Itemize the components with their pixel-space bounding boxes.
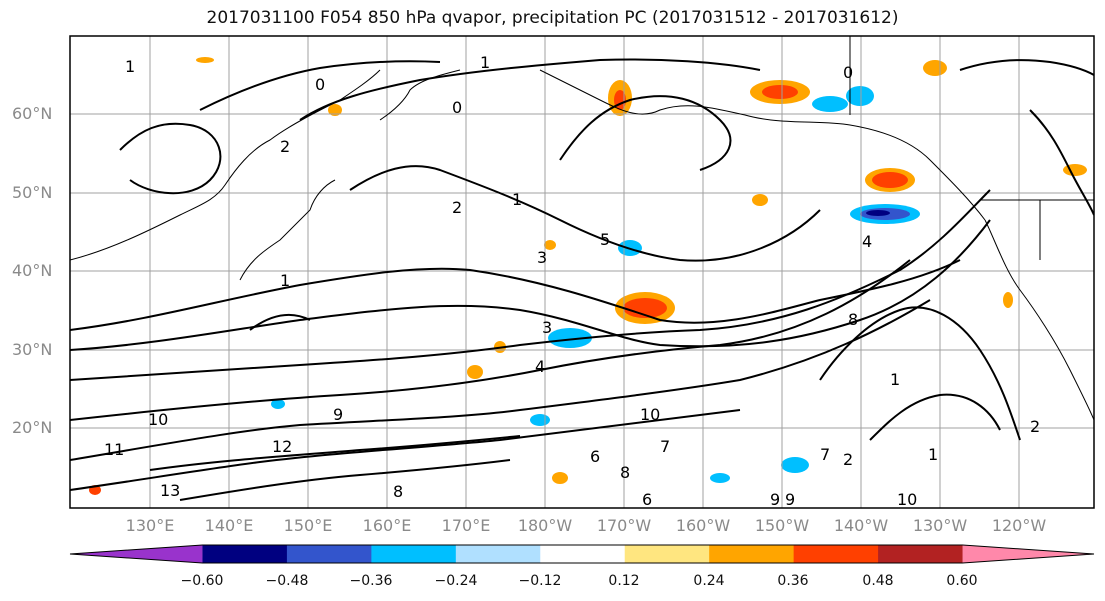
colorbar-segment	[709, 545, 795, 563]
lon-label-140w: 140°W	[833, 516, 889, 535]
contour-label: 1	[890, 370, 900, 389]
colorbar-tick: 0.60	[946, 573, 978, 589]
lon-label-170e: 170°E	[441, 516, 491, 535]
map-title: 2017031100 F054 850 hPa qvapor, precipit…	[206, 8, 899, 28]
contour-label: 1	[928, 445, 938, 464]
contour-label: 9	[770, 490, 780, 509]
colorbar-segment	[793, 545, 879, 563]
colorbar	[69, 544, 1095, 564]
contour-label: 10	[897, 490, 917, 509]
grid-lines	[70, 36, 1094, 508]
contour-label: 2	[1030, 417, 1040, 436]
qvapor-contours	[70, 58, 1094, 501]
contour-label: 4	[862, 232, 872, 251]
lon-label-140e: 140°E	[204, 516, 254, 535]
colorbar-segment	[624, 545, 710, 563]
colorbar-outline	[69, 544, 1095, 564]
contour-labels: 1 0 2 1 0 2 3 1 4 5 3 6 7 8 9 10 11 12 1…	[104, 53, 1040, 509]
colorbar-segment	[202, 545, 288, 563]
colorbar-tick: −0.24	[434, 573, 478, 589]
colorbar-segment	[878, 545, 964, 563]
colorbar-segment	[286, 545, 372, 563]
lon-label-130e: 130°E	[125, 516, 175, 535]
lat-label-20n: 20°N	[12, 418, 53, 437]
colorbar-tick: −0.48	[265, 573, 309, 589]
contour-label: 6	[590, 447, 600, 466]
contour-label: 10	[148, 410, 168, 429]
lat-label-40n: 40°N	[12, 261, 53, 280]
contour-label: 6	[642, 490, 652, 509]
contour-label: 5	[600, 230, 610, 249]
lat-label-30n: 30°N	[12, 340, 53, 359]
colorbar-tick: −0.36	[349, 573, 393, 589]
contour-label: 9	[333, 405, 343, 424]
contour-label: 7	[660, 437, 670, 456]
map-frame	[69, 35, 1095, 509]
contour-label: 8	[848, 310, 858, 329]
colorbar-segment	[540, 545, 626, 563]
contour-label: 11	[104, 440, 124, 459]
lon-label-180w: 180°W	[517, 516, 573, 535]
contour-label: 1	[125, 57, 135, 76]
colorbar-segment	[455, 545, 541, 563]
contour-label: 3	[542, 318, 552, 337]
contour-label: 8	[393, 482, 403, 501]
lon-label-150e: 150°E	[283, 516, 333, 535]
contour-label: 7	[820, 445, 830, 464]
lat-label-50n: 50°N	[12, 183, 53, 202]
contour-label: 4	[535, 357, 545, 376]
contour-label: 13	[160, 481, 180, 500]
lon-label-160w: 160°W	[675, 516, 731, 535]
contour-label: 8	[620, 463, 630, 482]
contour-label: 1	[480, 53, 490, 72]
contour-label: 2	[452, 198, 462, 217]
lon-label-170w: 170°W	[596, 516, 652, 535]
lat-label-60n: 60°N	[12, 104, 53, 123]
lon-label-120w: 120°W	[991, 516, 1047, 535]
contour-label: 0	[315, 75, 325, 94]
colorbar-tick: −0.12	[518, 573, 562, 589]
contour-label: 9	[785, 490, 795, 509]
contour-label: 2	[843, 450, 853, 469]
contour-label: 0	[452, 98, 462, 117]
colorbar-tick: 0.12	[608, 573, 640, 589]
lon-label-160e: 160°E	[362, 516, 412, 535]
contour-label: 1	[512, 190, 522, 209]
colorbar-tick: 0.48	[862, 573, 894, 589]
colorbar-tick: −0.60	[180, 573, 224, 589]
contour-label: 12	[272, 437, 292, 456]
colorbar-segment	[371, 545, 457, 563]
contour-label: 3	[537, 248, 547, 267]
colorbar-tick: 0.36	[777, 573, 809, 589]
colorbar-segment	[962, 545, 1094, 563]
contour-label: 2	[280, 137, 290, 156]
contour-label: 10	[640, 405, 660, 424]
contour-label: 0	[843, 63, 853, 82]
contour-label: 1	[280, 271, 290, 290]
lon-label-130w: 130°W	[912, 516, 968, 535]
colorbar-tick: 0.24	[693, 573, 725, 589]
lon-label-150w: 150°W	[754, 516, 810, 535]
colorbar-segment	[70, 545, 203, 563]
